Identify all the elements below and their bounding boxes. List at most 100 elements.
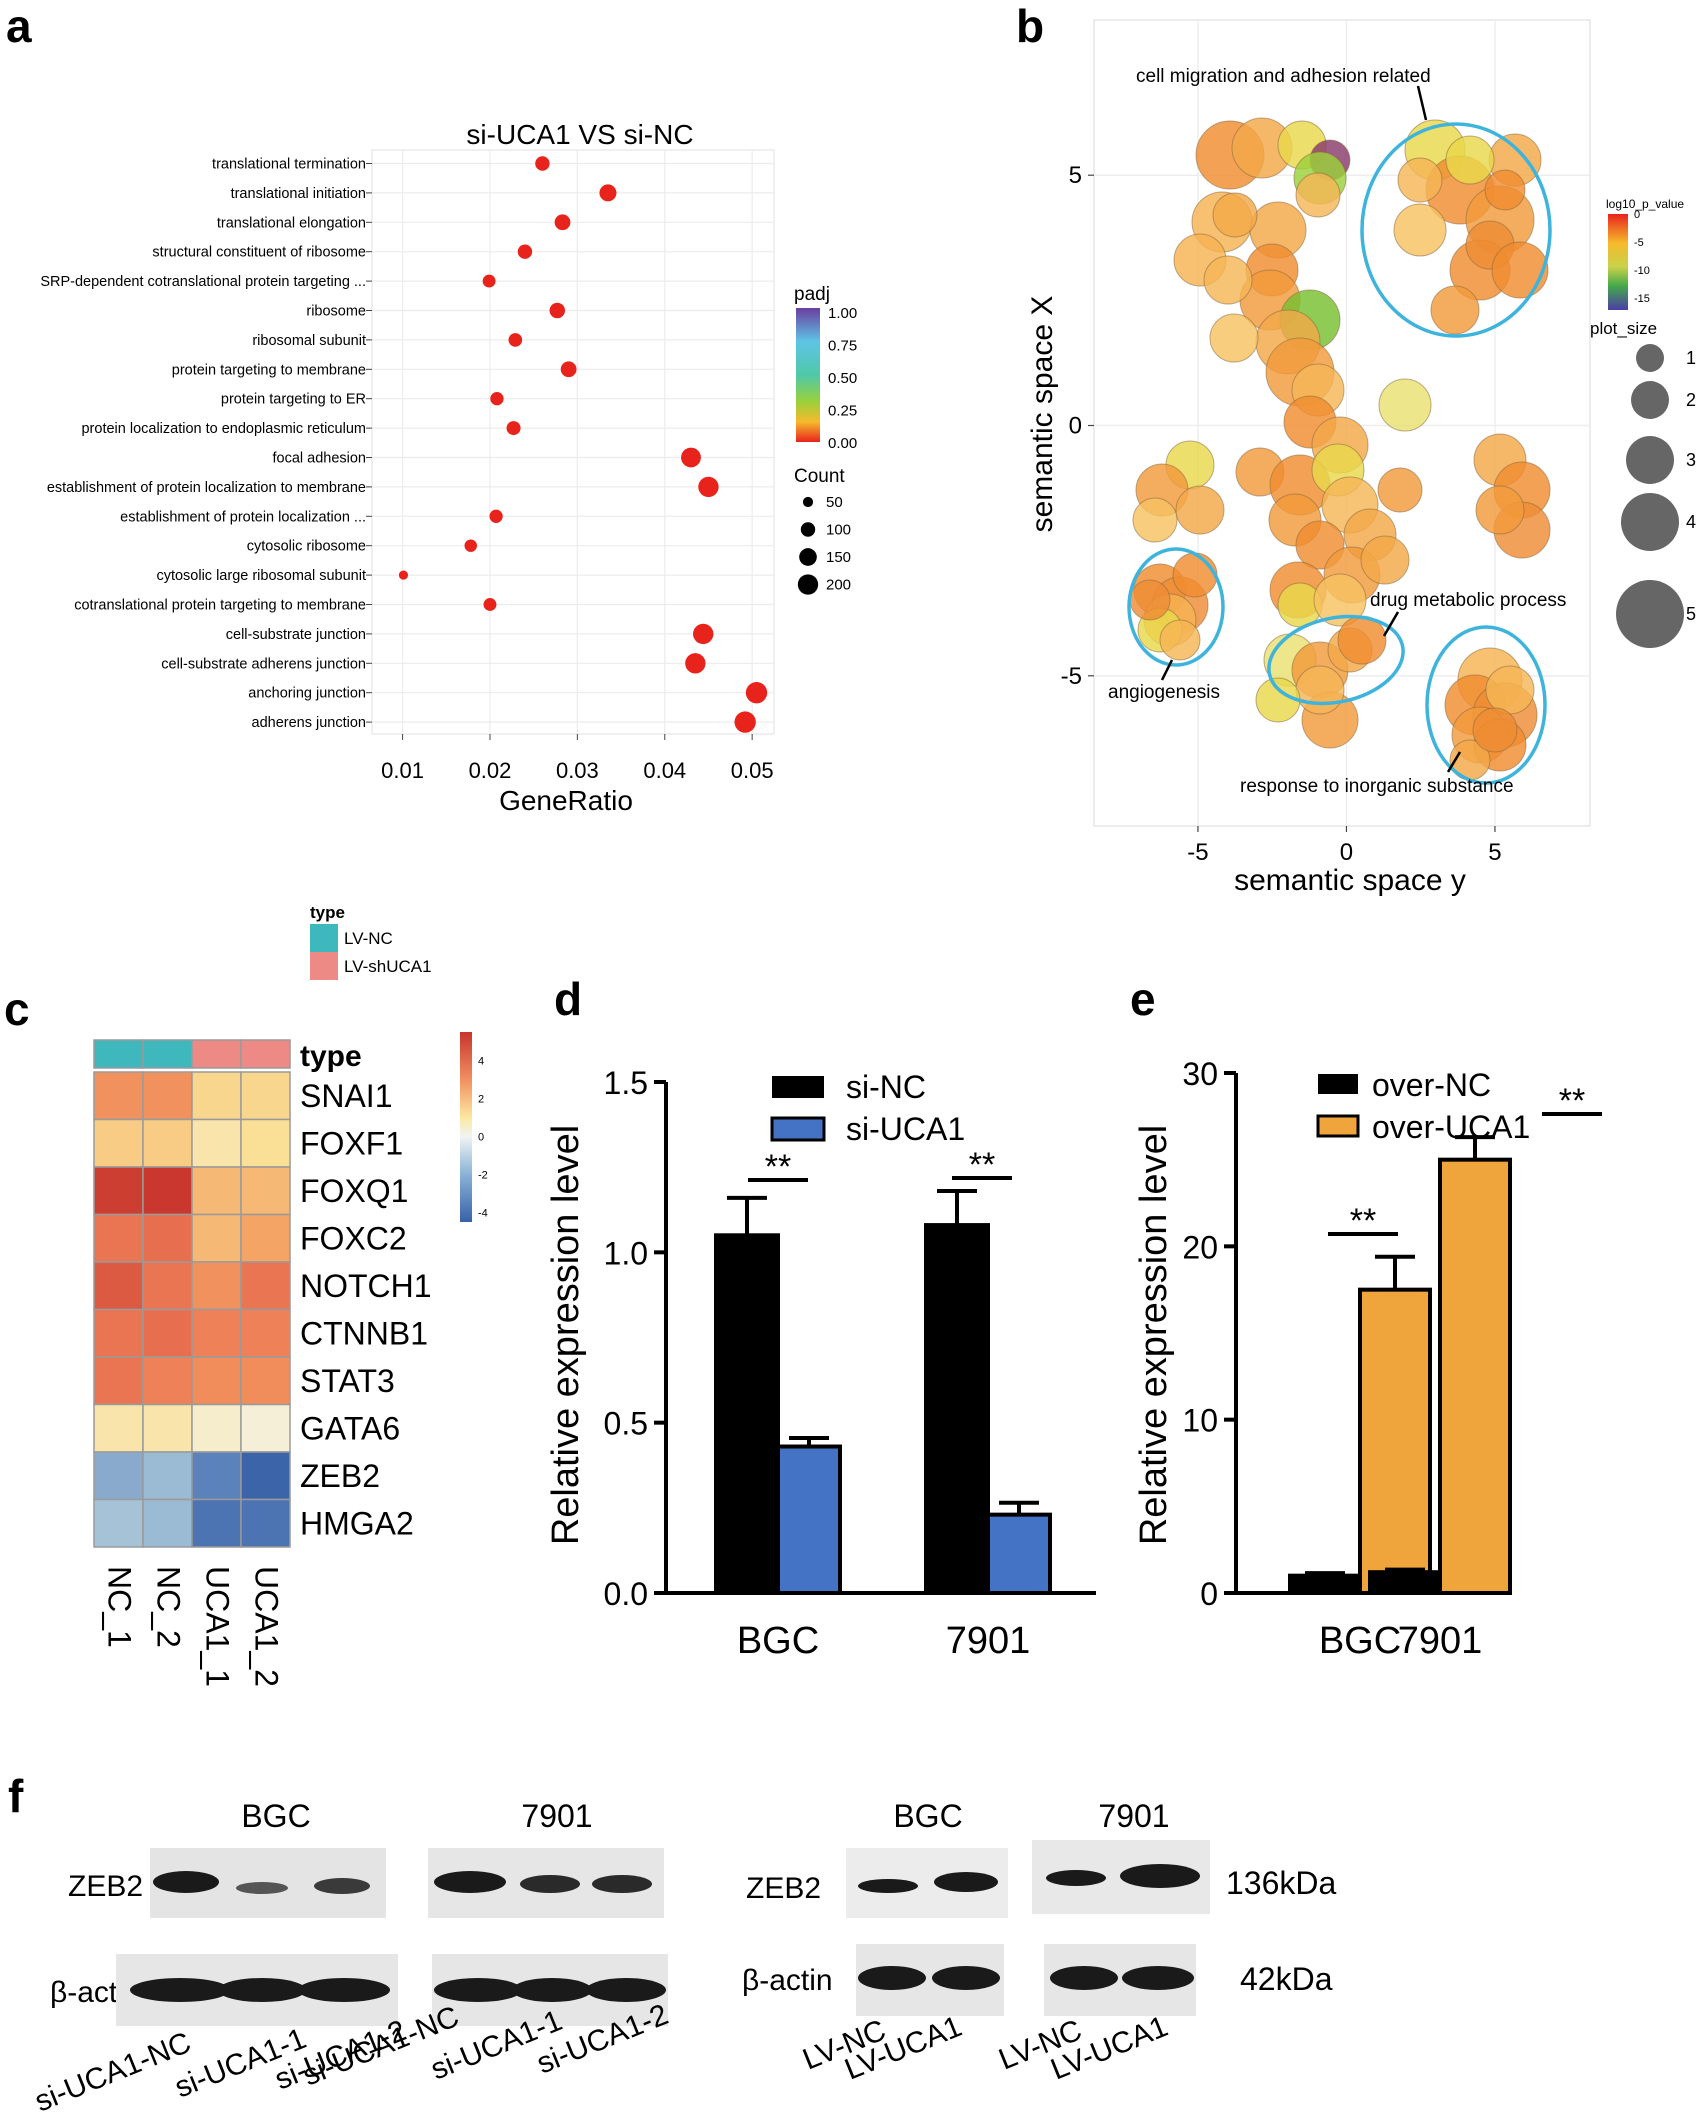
heatmap-cell [93, 1118, 144, 1168]
heatmap-cell [142, 1451, 193, 1501]
heatmap-cell [240, 1498, 291, 1548]
a-dot [734, 711, 756, 733]
b-x-tick-label: -5 [1187, 839, 1208, 866]
panel-a-dotplot: si-UCA1 VS si-NC translational terminati… [40, 119, 857, 816]
panel-d-y-axis-label: Relative expression level [545, 1125, 587, 1545]
bar-si-NC [714, 1233, 780, 1596]
heatmap-cell [191, 1498, 242, 1548]
b-y-tick-label: 0 [1069, 413, 1082, 440]
b-bubble [1430, 285, 1480, 335]
b-bubble [1212, 192, 1258, 238]
heatmap-cell [240, 1213, 291, 1263]
plotsize-legend-label: 1 [1686, 348, 1696, 368]
wb-right-group-7901: 7901 [1098, 1798, 1169, 1834]
bar-over-NC [1368, 1570, 1442, 1595]
wb-left-group-7901: 7901 [521, 1798, 592, 1834]
pvalue-label: -5 [1634, 237, 1644, 249]
a-term-label: establishment of protein localization ..… [120, 509, 366, 525]
band-actin-right-bgc-uca1 [932, 1966, 1000, 1990]
heatmap-cell [142, 1071, 193, 1121]
a-term-label: translational elongation [217, 215, 366, 231]
heatmap-cell [93, 1403, 144, 1453]
b-bubble [1129, 579, 1171, 621]
bar-sig-stars: ** [765, 1148, 791, 1186]
a-dot [685, 653, 706, 674]
panel-a-dots [398, 156, 768, 733]
cluster-ring-migration [1360, 122, 1552, 338]
heatmap-column-label: NC_1 [102, 1566, 138, 1648]
a-term-label: translational termination [212, 157, 366, 173]
a-term-label: anchoring junction [248, 686, 366, 702]
b-bubble [1491, 241, 1549, 299]
panel-a-term-labels: translational termination translational i… [40, 157, 372, 731]
legend-over-uca1-swatch [1316, 1114, 1360, 1138]
band-actin-bgc-2 [298, 1978, 390, 2002]
heatmap-type-cell [191, 1039, 242, 1069]
pvalue-label: 0 [1634, 209, 1640, 221]
a-term-label: ribosomal subunit [252, 333, 366, 349]
type-legend-title: type [310, 903, 345, 922]
panel-label-b: b [1016, 0, 1044, 52]
b-bubble [1397, 157, 1443, 203]
a-dot [535, 156, 550, 171]
heatmap-cell [240, 1308, 291, 1358]
blot-bands [130, 1864, 1200, 2002]
heatmap-type-cell [142, 1039, 193, 1069]
a-dot [554, 214, 571, 231]
panel-b-x-axis-label: semantic space y [1234, 864, 1466, 897]
count-legend-label: 200 [826, 577, 851, 594]
heatmap-gene-label: HMGA2 [300, 1505, 414, 1541]
band-zeb2-right-bgc-uca1 [934, 1872, 998, 1892]
heatmap-column-label: NC_2 [151, 1566, 187, 1648]
heatmap-cell [191, 1118, 242, 1168]
padj-label: 0.25 [828, 403, 857, 420]
band-actin-7901-2 [586, 1978, 666, 2002]
heatmap-cell [93, 1308, 144, 1358]
heatmap-cell [93, 1213, 144, 1263]
panel-label-e: e [1130, 973, 1156, 1025]
a-term-label: SRP-dependent cotranslational protein ta… [40, 274, 366, 290]
a-term-label: translational initiation [231, 186, 366, 202]
band-zeb2-bgc-nc [153, 1871, 219, 1893]
heatmap-type-cell [93, 1039, 144, 1069]
band-actin-7901-1 [512, 1978, 592, 2002]
heatmap-gene-labels: SNAI1 FOXF1 FOXQ1 FOXC2 NOTCH1 CTNNB1 STAT3 GAT… [300, 1078, 432, 1542]
heatmap-gene-label: CTNNB1 [300, 1315, 428, 1351]
a-dot [517, 244, 533, 259]
heatmap-colorbar [460, 1032, 472, 1222]
heatmap-cell [240, 1118, 291, 1168]
a-x-tick-label: 0.02 [469, 758, 512, 783]
a-term-label: protein targeting to ER [221, 392, 366, 408]
plotsize-legend-circle [1621, 493, 1679, 551]
bar-y-tick-label: 0.0 [604, 1576, 648, 1612]
heatmap-type-row-label: type [300, 1040, 362, 1073]
type-legend-nc-swatch [310, 924, 338, 952]
plotsize-legend: 1 2 3 4 5 [1616, 344, 1696, 648]
band-zeb2-7901-nc [434, 1871, 506, 1893]
heatmap-cell [93, 1356, 144, 1406]
bar-over-NC [1288, 1573, 1362, 1595]
wb-kda-136: 136kDa [1226, 1865, 1337, 1901]
b-bubble [1484, 169, 1526, 211]
padj-legend-title: padj [794, 284, 830, 305]
panel-label-f: f [8, 1770, 24, 1822]
count-legend-dot [802, 496, 814, 508]
b-x-tick-label: 0 [1340, 839, 1353, 866]
a-dot [698, 476, 719, 498]
heatmap-scale-label: -4 [478, 1208, 488, 1220]
band-actin-7901-nc [434, 1978, 522, 2002]
panel-e-chart: 0 10 20 30 ** BGC ** 7901 [1182, 1056, 1602, 1662]
heatmap-cell [142, 1498, 193, 1548]
heatmap-cell [191, 1451, 242, 1501]
annotation-drug: drug metabolic process [1370, 590, 1566, 611]
a-term-label: cytosolic large ribosomal subunit [156, 568, 366, 584]
panel-b-ticks: -5 0 5 -5 0 5 [1061, 162, 1502, 866]
a-dot [681, 447, 701, 468]
a-dot [599, 184, 617, 202]
b-bubble [1172, 552, 1218, 598]
heatmap-cell [142, 1166, 193, 1216]
padj-legend-labels: 1.00 0.75 0.50 0.25 0.00 [828, 305, 857, 452]
a-term-label: protein localization to endoplasmic reti… [81, 421, 366, 437]
plotsize-legend-title: plot_size [1590, 319, 1657, 338]
padj-label: 0.50 [828, 370, 857, 387]
